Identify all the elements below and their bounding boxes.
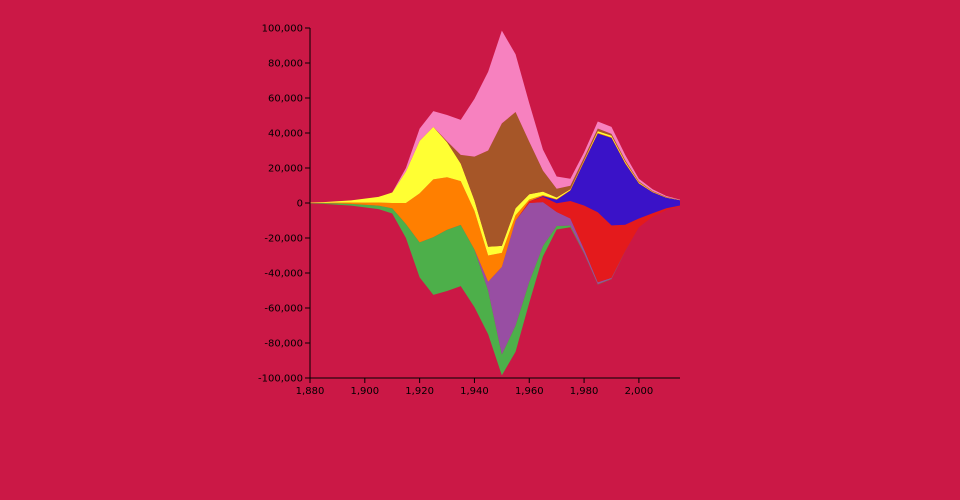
stream-layer (310, 133, 680, 282)
y-tick-label: 60,000 (268, 94, 303, 105)
y-tick-label: 0 (297, 199, 303, 210)
axes: -100,000 -80,000 -60,000 -40,000 -20,000 0 20,… (258, 24, 680, 397)
y-tick-label: 80,000 (268, 59, 303, 70)
y-tick-label: 100,000 (262, 24, 303, 35)
y-tick-label: 20,000 (268, 164, 303, 175)
y-tick-label: -40,000 (264, 269, 303, 280)
x-tick-label: 1,940 (460, 386, 489, 397)
stream-layer (310, 196, 680, 283)
stream-layer (310, 203, 680, 376)
x-tick-label: 1,880 (296, 386, 325, 397)
x-tick-label: 1,920 (405, 386, 434, 397)
stream-layer (310, 202, 680, 355)
stream-layer (310, 112, 680, 247)
stream-layer (310, 30, 680, 203)
y-tick-label: -80,000 (264, 339, 303, 350)
x-tick-label: 1,900 (350, 386, 379, 397)
y-tick-label: -20,000 (264, 234, 303, 245)
x-tick-label: 2,000 (625, 386, 654, 397)
y-tick-label: 40,000 (268, 129, 303, 140)
y-tick-label: -60,000 (264, 304, 303, 315)
layers (310, 30, 680, 376)
x-tick-label: 1,980 (570, 386, 599, 397)
y-tick-label: -100,000 (258, 374, 303, 385)
x-tick-label: 1,960 (515, 386, 544, 397)
